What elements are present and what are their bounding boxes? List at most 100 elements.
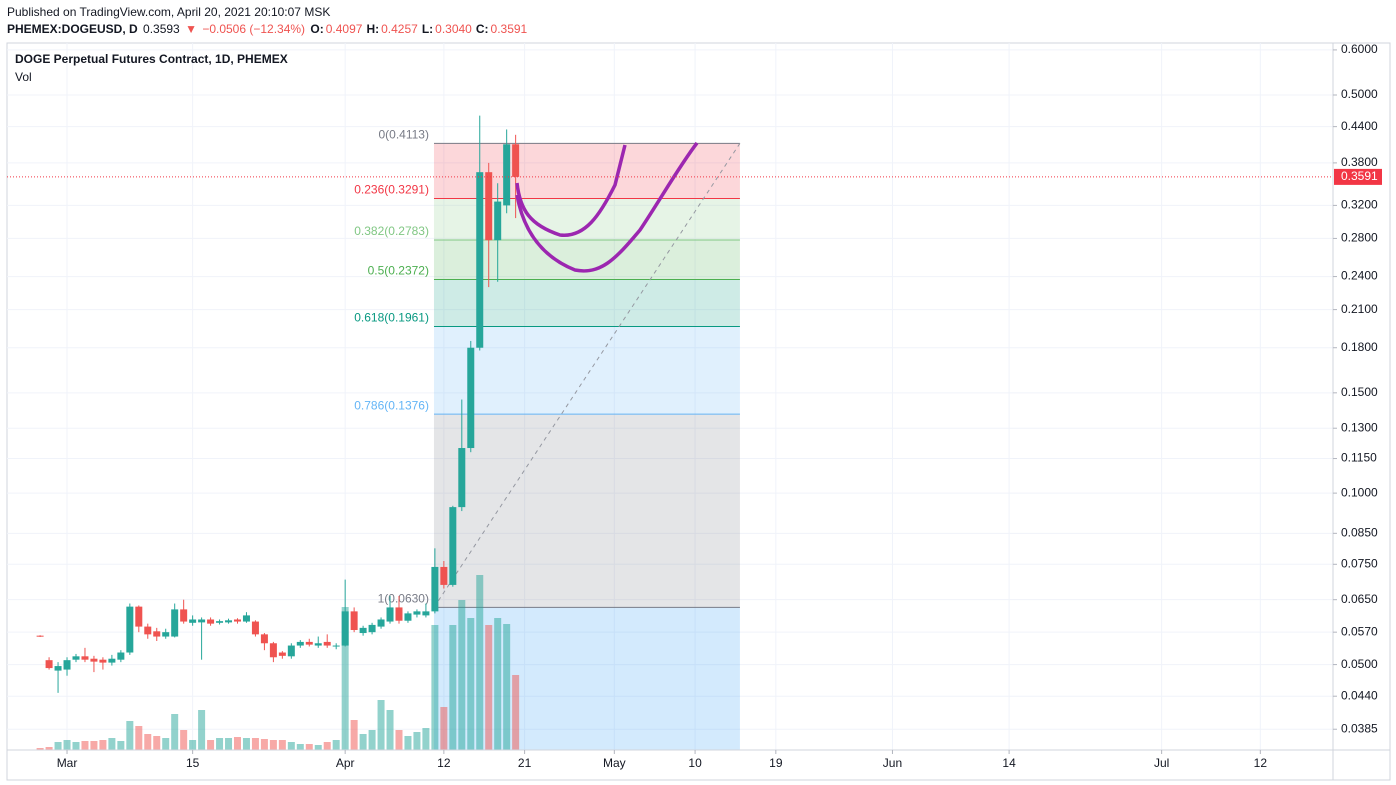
x-tick-label: 19 bbox=[769, 756, 783, 770]
published-text: Published on TradingView.com, April 20, … bbox=[7, 5, 331, 19]
candle-body bbox=[404, 613, 412, 621]
volume-bar bbox=[332, 740, 340, 750]
change-arrow: ▼ bbox=[185, 22, 197, 36]
volume-bar bbox=[189, 740, 197, 750]
ohlc-label: O: bbox=[310, 22, 324, 36]
fib-zone bbox=[433, 198, 740, 240]
y-tick-label: 0.1000 bbox=[1341, 485, 1378, 499]
x-tick-label: Jun bbox=[883, 756, 902, 770]
fib-label: 0.382(0.2783) bbox=[354, 224, 429, 238]
candle-body bbox=[314, 643, 322, 646]
candle-body bbox=[45, 660, 53, 669]
candle-body bbox=[494, 201, 502, 241]
last-price: 0.3593 bbox=[143, 22, 180, 36]
candle-body bbox=[233, 619, 241, 622]
candle-body bbox=[395, 607, 403, 621]
candle-body bbox=[81, 656, 89, 660]
candle-body bbox=[332, 645, 340, 647]
fib-zone bbox=[433, 607, 740, 750]
symbol-line: PHEMEX:DOGEUSD, D 0.3593 ▼ −0.0506 (−12.… bbox=[7, 22, 533, 36]
candle-body bbox=[422, 611, 430, 616]
x-tick-label: 15 bbox=[186, 756, 200, 770]
candle-body bbox=[467, 347, 475, 449]
volume-bar bbox=[45, 747, 53, 750]
volume-bar bbox=[323, 742, 331, 750]
volume-bar bbox=[180, 730, 188, 750]
volume-bar bbox=[341, 607, 349, 750]
x-tick-label: May bbox=[603, 756, 626, 770]
volume-bar bbox=[404, 736, 412, 750]
fib-retracement: 0(0.4113) 0.236(0.3291) 0.382(0.2783) 0.5(0… bbox=[354, 127, 741, 750]
candle-body bbox=[198, 619, 206, 623]
x-tick-label: Jul bbox=[1154, 756, 1169, 770]
volume-bar bbox=[512, 675, 520, 750]
candle-body bbox=[171, 609, 179, 637]
volume-bar bbox=[216, 738, 224, 750]
candle-body bbox=[458, 448, 466, 508]
volume-bar bbox=[144, 734, 152, 750]
volume-bar bbox=[413, 732, 421, 750]
candle-body bbox=[350, 611, 358, 631]
ohlc-value: 0.4257 bbox=[381, 22, 418, 36]
candle-body bbox=[359, 627, 367, 634]
volume-bar bbox=[377, 700, 385, 750]
y-tick-label: 0.2400 bbox=[1341, 269, 1378, 283]
drawing-curve bbox=[515, 144, 627, 237]
candle-body bbox=[269, 643, 277, 658]
candle-body bbox=[126, 606, 134, 653]
volume-bar bbox=[359, 734, 367, 750]
volume-bar bbox=[305, 744, 313, 750]
y-tick-label: 0.0650 bbox=[1341, 592, 1378, 606]
candle-body bbox=[296, 641, 304, 646]
volume-bar bbox=[368, 730, 376, 750]
candle-body bbox=[476, 172, 484, 348]
candle-body bbox=[368, 624, 376, 633]
volume-bar bbox=[207, 740, 215, 750]
grid bbox=[7, 43, 1333, 750]
candle-body bbox=[90, 658, 98, 662]
ohlc-label: H: bbox=[366, 22, 380, 36]
volume-bar bbox=[296, 744, 304, 750]
candle-body bbox=[449, 507, 457, 585]
candle-body bbox=[162, 632, 170, 637]
volume-bar bbox=[467, 618, 475, 750]
candle-body bbox=[260, 634, 268, 644]
candle-body bbox=[189, 619, 197, 623]
volume-bar bbox=[449, 625, 457, 750]
y-tick-label: 0.2100 bbox=[1341, 302, 1378, 316]
symbol: PHEMEX:DOGEUSD, D bbox=[7, 22, 138, 36]
change: −0.0506 (−12.34%) bbox=[202, 22, 306, 36]
drawing-curve bbox=[515, 141, 699, 273]
volume-bar bbox=[350, 720, 358, 750]
candle-body bbox=[36, 635, 44, 637]
candle-body bbox=[117, 652, 125, 660]
volume-bar bbox=[135, 726, 143, 750]
volume-bar bbox=[36, 748, 44, 750]
volume-bar bbox=[278, 740, 286, 750]
y-tick-label: 0.0850 bbox=[1341, 525, 1378, 539]
y-tick-label: 0.1150 bbox=[1341, 451, 1377, 465]
volume-bar bbox=[314, 745, 322, 750]
candle-body bbox=[305, 641, 313, 645]
chart-title: DOGE Perpetual Futures Contract, 1D, PHE… bbox=[15, 52, 288, 66]
volume-bar bbox=[251, 738, 259, 750]
y-tick-label: 0.3200 bbox=[1341, 198, 1378, 212]
x-tick-label: Mar bbox=[57, 756, 78, 770]
volume bbox=[36, 575, 520, 750]
volume-bar bbox=[422, 728, 430, 750]
candle-body bbox=[287, 645, 295, 657]
candle-body bbox=[225, 620, 233, 623]
candle-body bbox=[72, 656, 80, 660]
y-tick-label: 0.0385 bbox=[1341, 721, 1378, 735]
candle-body bbox=[180, 609, 188, 622]
volume-bar bbox=[503, 624, 511, 750]
fib-zone bbox=[433, 414, 740, 608]
candle-body bbox=[377, 619, 385, 627]
candle-body bbox=[431, 566, 439, 612]
ohlc-value: 0.4097 bbox=[325, 22, 363, 36]
volume-bar bbox=[287, 742, 295, 750]
x-tick-label: 12 bbox=[1254, 756, 1268, 770]
candle-body bbox=[323, 641, 331, 646]
